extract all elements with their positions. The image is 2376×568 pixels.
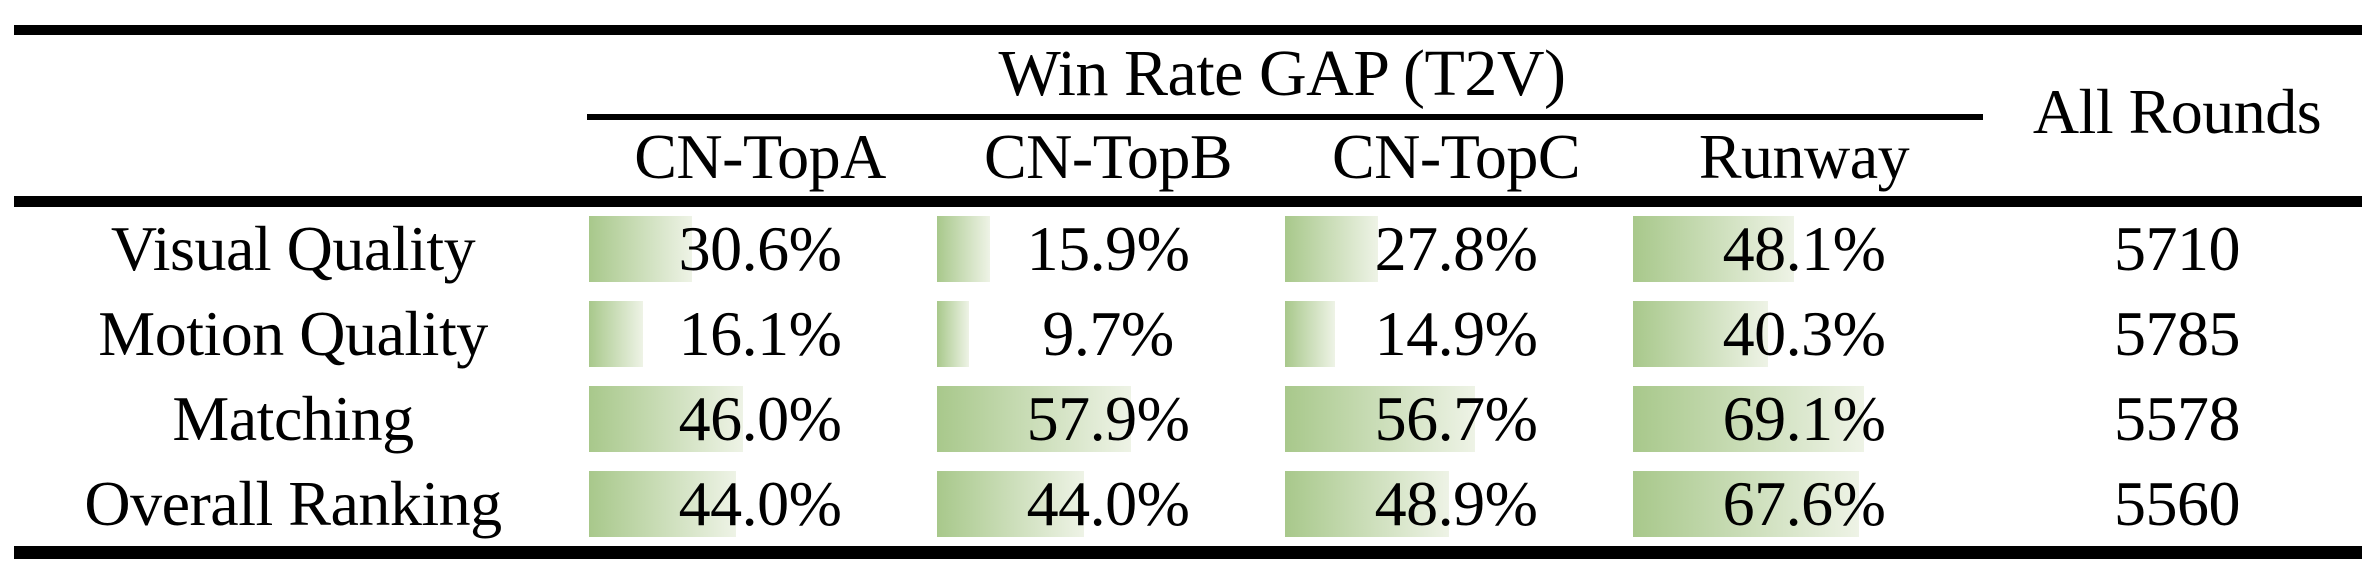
- win-rate-bar: [589, 470, 737, 537]
- win-rate-bar: [937, 470, 1085, 537]
- win-rate-value: 40.3%: [1722, 298, 1886, 370]
- win-rate-value: 9.7%: [1042, 298, 1174, 370]
- win-rate-cell: 15.9%: [934, 207, 1282, 292]
- win-rate-bar: [589, 385, 744, 452]
- win-rate-cell: 44.0%: [934, 461, 1282, 546]
- win-rate-cell: 48.1%: [1630, 207, 1978, 292]
- win-rate-cell: 57.9%: [934, 377, 1282, 462]
- all-rounds-value: 5560: [2114, 467, 2241, 539]
- row-label: Overall Ranking: [84, 467, 502, 539]
- win-rate-bar: [1633, 385, 1865, 452]
- header-separator-rule: [14, 196, 2362, 207]
- all-rounds-value: 5785: [2114, 298, 2241, 370]
- win-rate-bar: [589, 216, 692, 283]
- win-rate-cell: 69.1%: [1630, 377, 1978, 462]
- win-rate-bar: [937, 385, 1131, 452]
- group-header-underline-rule: [587, 114, 1983, 120]
- win-rate-value: 48.1%: [1722, 213, 1886, 285]
- win-rate-value: 69.1%: [1722, 382, 1886, 454]
- win-rate-cell: 46.0%: [586, 377, 934, 462]
- win-rate-bar: [1633, 301, 1768, 368]
- win-rate-bar: [937, 216, 991, 283]
- win-rate-cell: 30.6%: [586, 207, 934, 292]
- win-rate-value: 27.8%: [1374, 213, 1538, 285]
- table-row: Matching 46.0% 57.9% 56.7% 69.1% 5578: [0, 377, 2376, 462]
- win-rate-bar: [1633, 216, 1795, 283]
- table-body: Visual Quality 30.6% 15.9% 27.8% 48.1% 5…: [0, 207, 2376, 546]
- win-rate-value: 14.9%: [1374, 298, 1538, 370]
- table-row: Visual Quality 30.6% 15.9% 27.8% 48.1% 5…: [0, 207, 2376, 292]
- win-rate-cell: 44.0%: [586, 461, 934, 546]
- column-header-runway: Runway: [1698, 121, 1910, 192]
- win-rate-cell: 27.8%: [1282, 207, 1630, 292]
- row-label: Motion Quality: [98, 298, 488, 370]
- win-rate-value: 44.0%: [678, 467, 842, 539]
- win-rate-value: 48.9%: [1374, 467, 1538, 539]
- win-rate-value: 30.6%: [678, 213, 842, 285]
- table-bottom-rule: [14, 546, 2362, 559]
- column-header-cn-topa: CN-TopA: [634, 121, 886, 192]
- table-top-rule: [14, 25, 2362, 35]
- win-rate-bar: [1285, 385, 1475, 452]
- win-rate-value: 46.0%: [678, 382, 842, 454]
- win-rate-value: 67.6%: [1722, 467, 1886, 539]
- win-rate-value: 15.9%: [1026, 213, 1190, 285]
- win-rate-value: 16.1%: [678, 298, 842, 370]
- table-group-header: Win Rate GAP (T2V): [998, 37, 1566, 110]
- all-rounds-value: 5710: [2114, 213, 2241, 285]
- row-label: Visual Quality: [110, 213, 476, 285]
- win-rate-cell: 48.9%: [1282, 461, 1630, 546]
- win-rate-value: 44.0%: [1026, 467, 1190, 539]
- all-rounds-column-header: All Rounds: [2032, 76, 2322, 147]
- table-row: Overall Ranking 44.0% 44.0% 48.9% 67.6% …: [0, 461, 2376, 546]
- win-rate-bar: [937, 301, 970, 368]
- win-rate-value: 56.7%: [1374, 382, 1538, 454]
- column-header-cn-topb: CN-TopB: [983, 121, 1233, 192]
- row-label: Matching: [172, 382, 414, 454]
- win-rate-cell: 56.7%: [1282, 377, 1630, 462]
- win-rate-bar: [589, 301, 643, 368]
- table-row: Motion Quality 16.1% 9.7% 14.9% 40.3% 57…: [0, 292, 2376, 377]
- win-rate-bar: [1285, 301, 1335, 368]
- win-rate-cell: 14.9%: [1282, 292, 1630, 377]
- all-rounds-value: 5578: [2114, 382, 2241, 454]
- win-rate-cell: 9.7%: [934, 292, 1282, 377]
- win-rate-cell: 67.6%: [1630, 461, 1978, 546]
- win-rate-bar: [1285, 470, 1449, 537]
- win-rate-value: 57.9%: [1026, 382, 1190, 454]
- win-rate-bar: [1285, 216, 1379, 283]
- win-rate-cell: 40.3%: [1630, 292, 1978, 377]
- win-rate-bar: [1633, 470, 1860, 537]
- win-rate-cell: 16.1%: [586, 292, 934, 377]
- column-header-cn-topc: CN-TopC: [1331, 121, 1581, 192]
